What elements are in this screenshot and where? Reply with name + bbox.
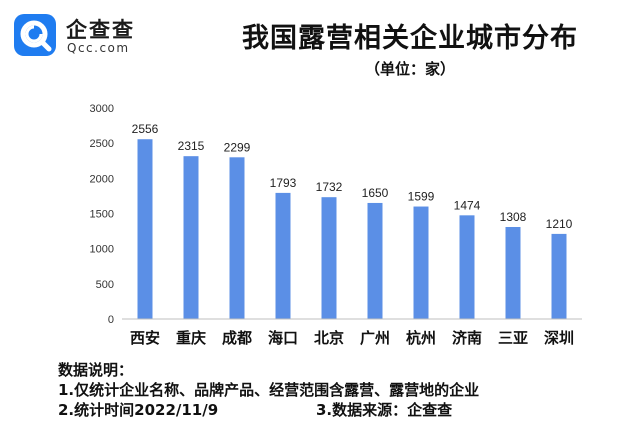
notes-line-2: 2.统计时间2022/11/9 (58, 401, 219, 419)
x-tick-label: 成都 (222, 329, 252, 347)
y-axis: 0 500 1000 1500 2000 2500 3000 (90, 103, 114, 326)
y-tick-label: 0 (108, 314, 114, 326)
data-label: 2299 (224, 140, 251, 154)
y-tick-label: 1000 (90, 244, 114, 256)
bar (137, 139, 153, 319)
brand-logo: 企查查 Qcc.com (14, 14, 184, 58)
bar (229, 157, 245, 319)
data-label: 1793 (270, 176, 297, 190)
y-tick-label: 2500 (90, 138, 114, 150)
x-tick-label: 广州 (360, 329, 390, 347)
bar (505, 227, 521, 319)
data-label: 1474 (454, 198, 481, 212)
data-label: 1599 (408, 190, 435, 204)
data-label: 2556 (132, 122, 159, 136)
bar (183, 156, 199, 319)
x-tick-label: 杭州 (406, 329, 436, 347)
bar (367, 202, 383, 319)
x-tick-label: 西安 (130, 329, 160, 347)
y-tick-label: 1500 (90, 209, 114, 221)
x-tick-label: 深圳 (544, 329, 574, 347)
notes-line-1: 1.仅统计企业名称、品牌产品、经营范围含露营、露营地的企业 (58, 381, 480, 399)
y-tick-label: 2000 (90, 173, 114, 185)
y-tick-label: 500 (96, 279, 114, 291)
notes-heading: 数据说明： (58, 361, 134, 379)
data-label: 1650 (362, 186, 389, 200)
chart-subtitle: （单位：家） (364, 60, 455, 78)
data-label: 2315 (178, 139, 205, 153)
x-tick-label: 济南 (452, 329, 482, 347)
data-label: 1210 (546, 217, 573, 231)
bar (551, 233, 567, 319)
notes-line-3: 3.数据来源：企查查 (316, 401, 453, 419)
bar (321, 197, 337, 319)
brand-domain: Qcc.com (67, 41, 130, 55)
data-labels: 2556 2315 2299 1793 1732 1650 1599 1474 1308 1210 (132, 122, 573, 231)
x-tick-label: 重庆 (176, 329, 206, 347)
x-tick-label: 海口 (268, 329, 298, 347)
x-tick-label: 北京 (314, 329, 344, 347)
brand-name: 企查查 (66, 18, 135, 42)
data-label: 1308 (500, 210, 527, 224)
data-label: 1732 (316, 180, 343, 194)
bar (459, 215, 475, 319)
chart-title: 我国露营相关企业城市分布 (242, 23, 578, 54)
data-notes: 数据说明： 1.仅统计企业名称、品牌产品、经营范围含露营、露营地的企业 2.统计… (58, 360, 479, 420)
x-axis: 西安 重庆 成都 海口 北京 广州 杭州 济南 三亚 深圳 (122, 318, 582, 347)
x-tick-label: 三亚 (498, 329, 528, 347)
qcc-magnifier-logo-icon (14, 14, 56, 56)
bars (137, 139, 567, 319)
y-tick-label: 3000 (90, 103, 114, 115)
bar (413, 206, 429, 319)
bar (275, 192, 291, 319)
